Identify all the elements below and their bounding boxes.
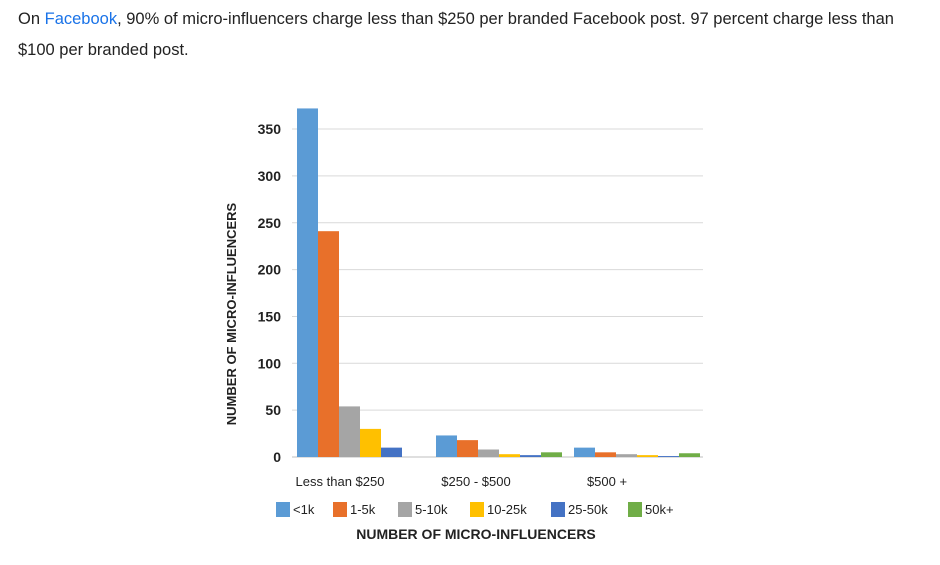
bar-0-1 — [318, 231, 339, 457]
facebook-link[interactable]: Facebook — [44, 10, 118, 28]
y-tick-label-0: 0 — [273, 449, 281, 465]
bar-2-3 — [637, 455, 658, 457]
y-tick-label-100: 100 — [258, 355, 282, 371]
bar-1-5 — [541, 452, 562, 457]
y-axis-label: NUMBER OF MICRO-INFLUENCERS — [224, 202, 239, 425]
intro-text: , 90% of micro-influencers charge less t… — [18, 10, 894, 59]
legend-label-5: 50k+ — [645, 502, 674, 517]
bar-2-2 — [616, 454, 637, 457]
x-tick-label-1: $250 - $500 — [441, 474, 510, 489]
y-tick-label-350: 350 — [258, 121, 282, 137]
bar-2-1 — [595, 452, 616, 457]
legend-swatch-0 — [276, 502, 290, 517]
bar-1-3 — [499, 454, 520, 457]
legend-swatch-4 — [551, 502, 565, 517]
legend-swatch-3 — [470, 502, 484, 517]
legend: <1k 1-5k 5-10k 10-25k 25-50k 50k+ — [276, 502, 674, 517]
legend-label-4: 25-50k — [568, 502, 608, 517]
y-tick-label-250: 250 — [258, 215, 282, 231]
bar-2-4 — [658, 456, 679, 457]
bar-2-5 — [679, 453, 700, 457]
legend-label-0: <1k — [293, 502, 315, 517]
y-tick-label-300: 300 — [258, 168, 282, 184]
x-tick-label-0: Less than $250 — [296, 474, 385, 489]
bar-1-0 — [436, 435, 457, 457]
y-tick-labels: 0 50 100 150 200 250 300 350 — [258, 121, 282, 465]
y-tick-label-200: 200 — [258, 262, 282, 278]
x-tick-label-2: $500 + — [587, 474, 627, 489]
gridlines — [292, 128, 703, 458]
y-tick-label-150: 150 — [258, 308, 282, 324]
bar-1-1 — [457, 440, 478, 457]
legend-label-3: 10-25k — [487, 502, 527, 517]
intro-paragraph: On Facebook, 90% of micro-influencers ch… — [18, 4, 928, 66]
legend-label-2: 5-10k — [415, 502, 448, 517]
bars — [297, 108, 700, 457]
x-axis-label: NUMBER OF MICRO-INFLUENCERS — [356, 526, 596, 542]
bar-0-3 — [360, 428, 381, 457]
legend-label-1: 1-5k — [350, 502, 376, 517]
legend-swatch-2 — [398, 502, 412, 517]
intro-prefix: On — [18, 10, 45, 28]
legend-swatch-5 — [628, 502, 642, 517]
bar-1-2 — [478, 449, 499, 457]
legend-swatch-1 — [333, 502, 347, 517]
bar-0-0 — [297, 108, 318, 457]
bar-2-0 — [574, 447, 595, 457]
y-tick-label-50: 50 — [265, 402, 281, 418]
bar-0-2 — [339, 406, 360, 457]
bar-0-4 — [381, 447, 402, 457]
bar-1-4 — [520, 455, 541, 457]
x-tick-labels: Less than $250 $250 - $500 $500 + — [296, 474, 628, 489]
